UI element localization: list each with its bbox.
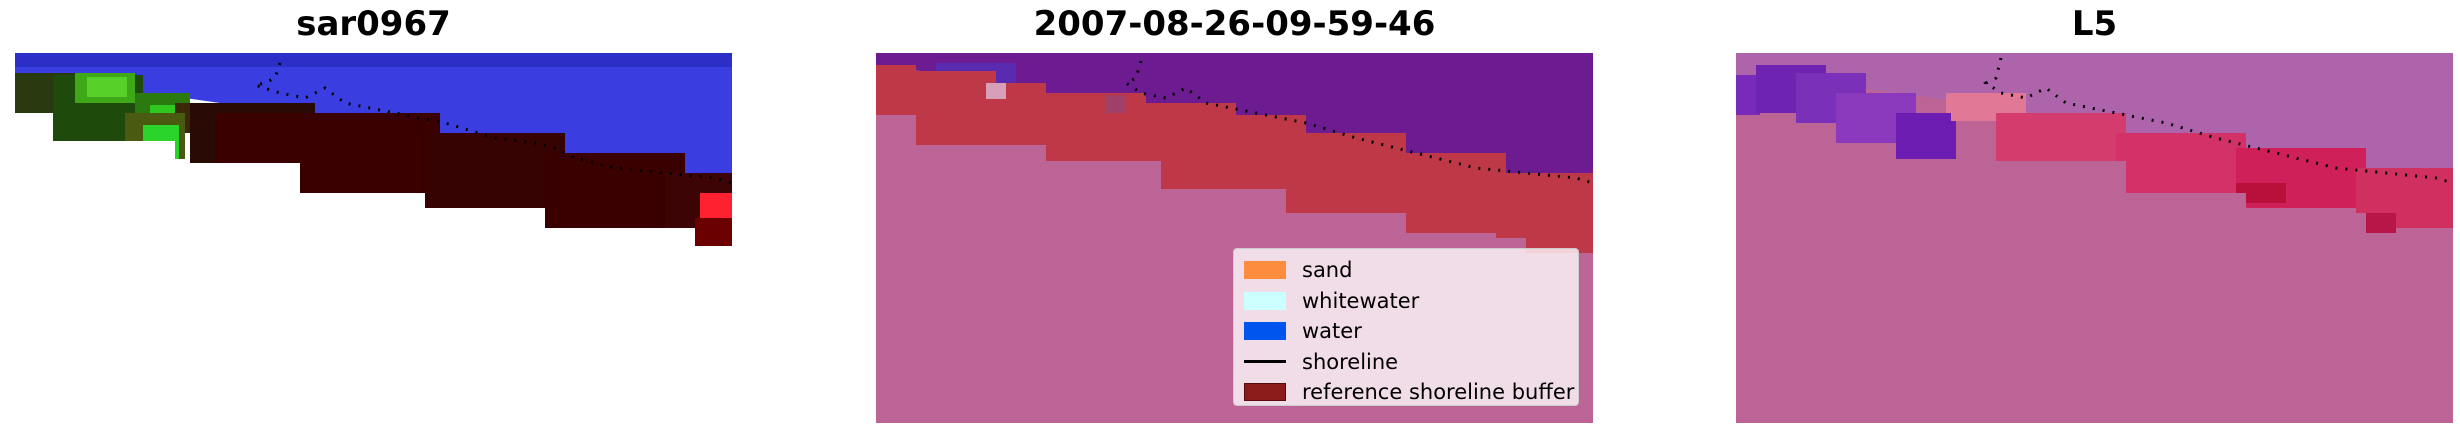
legend-item-reference-buffer: reference shoreline buffer (1240, 377, 1575, 408)
sand-swatch-icon (1244, 261, 1286, 280)
l5-image (1736, 53, 2453, 423)
water-swatch-icon (1244, 322, 1286, 341)
buffer-swatch-icon (1244, 383, 1286, 402)
legend-label: shoreline (1302, 349, 1399, 374)
whitewater-swatch-icon (1244, 291, 1286, 310)
legend-item-water: water (1240, 316, 1572, 347)
panel-title-rgb: sar0967 (296, 4, 451, 44)
rgb-image-panel (15, 53, 732, 423)
legend-label: water (1302, 319, 1362, 344)
panel-title-classification: 2007-08-26-09-59-46 (1033, 4, 1436, 44)
legend-label: whitewater (1302, 288, 1420, 313)
legend-item-shoreline: shoreline (1240, 347, 1572, 378)
l5-index-panel (1736, 53, 2453, 423)
legend: sand whitewater water shoreline referenc… (1233, 248, 1579, 406)
rgb-image (15, 53, 732, 423)
legend-item-whitewater: whitewater (1240, 286, 1572, 317)
legend-item-sand: sand (1240, 255, 1572, 286)
legend-label: sand (1302, 258, 1353, 283)
shoreline-line-icon (1244, 360, 1286, 364)
panel-title-index: L5 (2071, 4, 2118, 44)
legend-label: reference shoreline buffer (1302, 380, 1575, 405)
